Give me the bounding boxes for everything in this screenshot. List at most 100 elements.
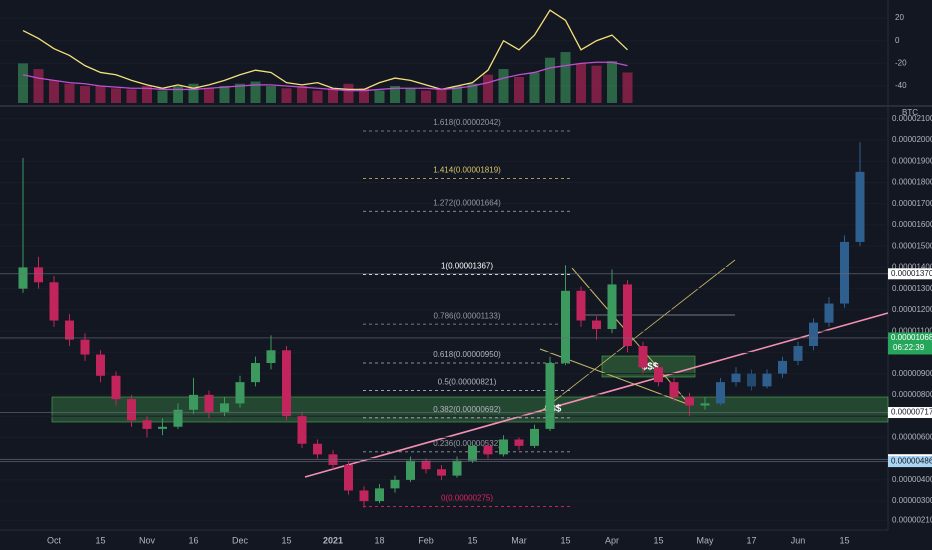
candle-body — [840, 241, 849, 304]
candle-body — [204, 394, 214, 412]
volume-bar — [514, 76, 524, 103]
x-tick-label: Nov — [139, 535, 156, 545]
fib-label: 0.382(0.00000692) — [433, 405, 501, 414]
volume-bar — [64, 83, 75, 103]
candle-body — [778, 360, 787, 374]
volume-bar — [405, 88, 416, 103]
candle-body — [452, 460, 462, 476]
y-tick-label: 0 — [895, 36, 900, 45]
volume-bar — [483, 74, 493, 103]
y-tick-label: 0.00000400 — [892, 475, 932, 484]
fib-label: 1(0.00001367) — [441, 262, 493, 271]
candle-body — [762, 373, 772, 387]
candle-body — [421, 460, 431, 470]
candle-body — [158, 426, 167, 429]
volume-bar — [359, 88, 369, 103]
wedge-line — [539, 259, 736, 413]
candle-body — [220, 403, 229, 412]
candle-body — [499, 439, 508, 455]
y-tick-label: 0.00000300 — [892, 496, 932, 505]
x-tick-label: Jun — [791, 535, 806, 545]
indicator-line — [22, 61, 628, 92]
y-tick-label: 0.00000210 — [892, 515, 932, 524]
candle-body — [809, 322, 818, 347]
fib-label: 0.618(0.00000950) — [433, 350, 501, 359]
volume-bar — [498, 69, 509, 103]
volume-bar — [343, 83, 354, 103]
volume-bar — [95, 86, 106, 103]
y-tick-label: 0.00001900 — [892, 156, 932, 165]
price-marker — [888, 268, 932, 280]
candle-body — [49, 282, 59, 321]
fib-label: 0.236(0.00000532) — [433, 439, 501, 448]
y-tick-label: 0.00000900 — [892, 369, 932, 378]
x-tick-label: Feb — [418, 535, 434, 545]
volume-bar — [297, 86, 307, 103]
candle-body — [654, 367, 663, 383]
candle-body — [855, 171, 865, 242]
x-tick-label: Apr — [605, 535, 619, 545]
price-marker-label: 0.00000486 — [891, 457, 932, 466]
x-tick-label: 15 — [95, 535, 105, 545]
fib-label: 1.618(0.00002042) — [433, 118, 501, 127]
candle-body — [669, 382, 679, 398]
y-tick-label: 0.00001400 — [892, 263, 932, 272]
volume-bar — [529, 72, 540, 103]
x-tick-label: Oct — [47, 535, 62, 545]
candle-body — [344, 464, 353, 491]
volume-bar — [421, 90, 431, 103]
y-tick-label: 20 — [895, 13, 904, 22]
volume-bar — [560, 52, 571, 103]
fib-label: 1.272(0.00001664) — [433, 198, 501, 207]
volume-bar — [188, 83, 199, 103]
y-tick-label: 0.00001800 — [892, 178, 932, 187]
candle-body — [561, 290, 570, 364]
x-tick-label: 15 — [467, 535, 477, 545]
x-tick-label: Mar — [511, 535, 527, 545]
y-tick-label: 0.00001600 — [892, 220, 932, 229]
y-tick-label: 0.00001700 — [892, 199, 932, 208]
volume-bar — [576, 63, 586, 103]
price-marker — [888, 407, 932, 419]
candle-body — [18, 267, 28, 289]
volume-bar — [607, 61, 617, 103]
volume-bar — [281, 88, 292, 103]
countdown-label: 06:22:39 — [893, 343, 925, 352]
candle-body — [592, 320, 601, 330]
candle-body — [576, 290, 586, 321]
price-marker-label: 0.00000717 — [891, 408, 932, 417]
candle-body — [793, 346, 803, 361]
x-tick-label: Dec — [232, 535, 249, 545]
volume-bar — [219, 86, 230, 103]
candle-body — [189, 394, 198, 410]
candle-body — [514, 439, 524, 446]
y-tick-label: 0.00002000 — [892, 135, 932, 144]
volume-bar — [126, 89, 137, 103]
volume-bar — [436, 88, 447, 103]
volume-bar — [33, 69, 44, 103]
candle-body — [111, 375, 121, 400]
x-tick-label: 18 — [374, 535, 384, 545]
candle-body — [173, 409, 183, 427]
x-tick-label: 16 — [188, 535, 198, 545]
candle-body — [235, 382, 245, 404]
candle-body — [359, 490, 369, 502]
x-tick-label: 15 — [839, 535, 849, 545]
candle-body — [127, 399, 136, 421]
volume-bar — [467, 83, 478, 103]
y-tick-label: 0.00000600 — [892, 432, 932, 441]
volume-bar — [173, 86, 183, 103]
price-marker — [888, 332, 932, 355]
candle-body — [716, 382, 725, 404]
fib-label: 0(0.00000275) — [441, 494, 493, 503]
volume-bar — [452, 86, 462, 103]
price-marker — [888, 456, 932, 468]
candle-body — [251, 363, 260, 383]
candle-body — [142, 420, 152, 429]
candle-body — [96, 354, 105, 376]
price-marker-label: 0.00001370 — [891, 269, 932, 278]
x-tick-label: 15 — [281, 535, 291, 545]
candle-body — [530, 428, 539, 446]
note: $$$ — [642, 362, 659, 373]
